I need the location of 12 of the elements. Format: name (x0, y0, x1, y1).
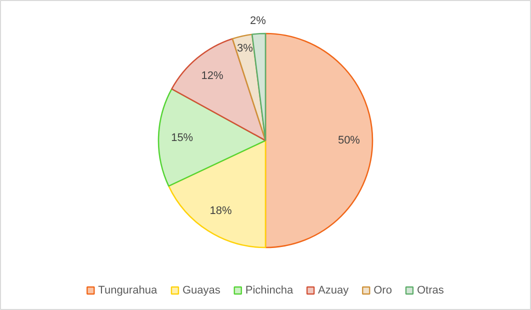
data-label: 2% (250, 14, 266, 27)
data-label: 12% (201, 70, 224, 82)
data-label: 3% (237, 42, 254, 55)
data-label: 18% (210, 204, 232, 217)
legend-label: Otras (416, 284, 444, 296)
data-label: 15% (171, 132, 194, 144)
data-label: 50% (338, 134, 360, 146)
legend-label: Pichincha (245, 284, 294, 296)
legend-label: Guayas (182, 284, 221, 296)
legend-label: Azuay (318, 284, 350, 296)
legend-label: Oro (374, 284, 392, 296)
legend-label: Tungurahua (98, 284, 158, 296)
